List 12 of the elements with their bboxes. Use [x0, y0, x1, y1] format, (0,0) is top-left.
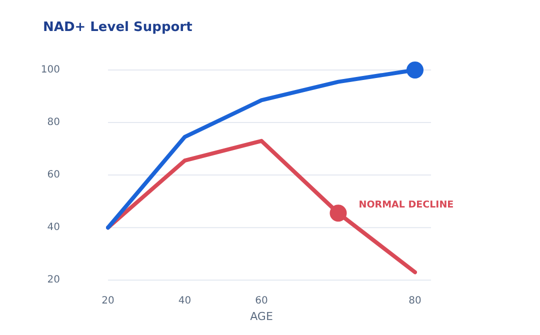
y-tick-label: 80 [47, 117, 60, 128]
x-axis-title: AGE [250, 310, 273, 323]
y-tick-label: 40 [47, 222, 60, 234]
y-tick-label: 20 [47, 274, 60, 286]
chart-title: NAD+ Level Support [43, 20, 192, 35]
series-label: NORMAL DECLINE [358, 200, 454, 211]
y-tick-label: 100 [40, 64, 60, 76]
y-tick-label: 60 [47, 170, 60, 181]
x-tick-label: 80 [408, 296, 422, 307]
x-tick-label: 40 [178, 296, 192, 307]
x-tick-label: 20 [102, 296, 114, 307]
x-tick-label: 60 [255, 296, 268, 307]
